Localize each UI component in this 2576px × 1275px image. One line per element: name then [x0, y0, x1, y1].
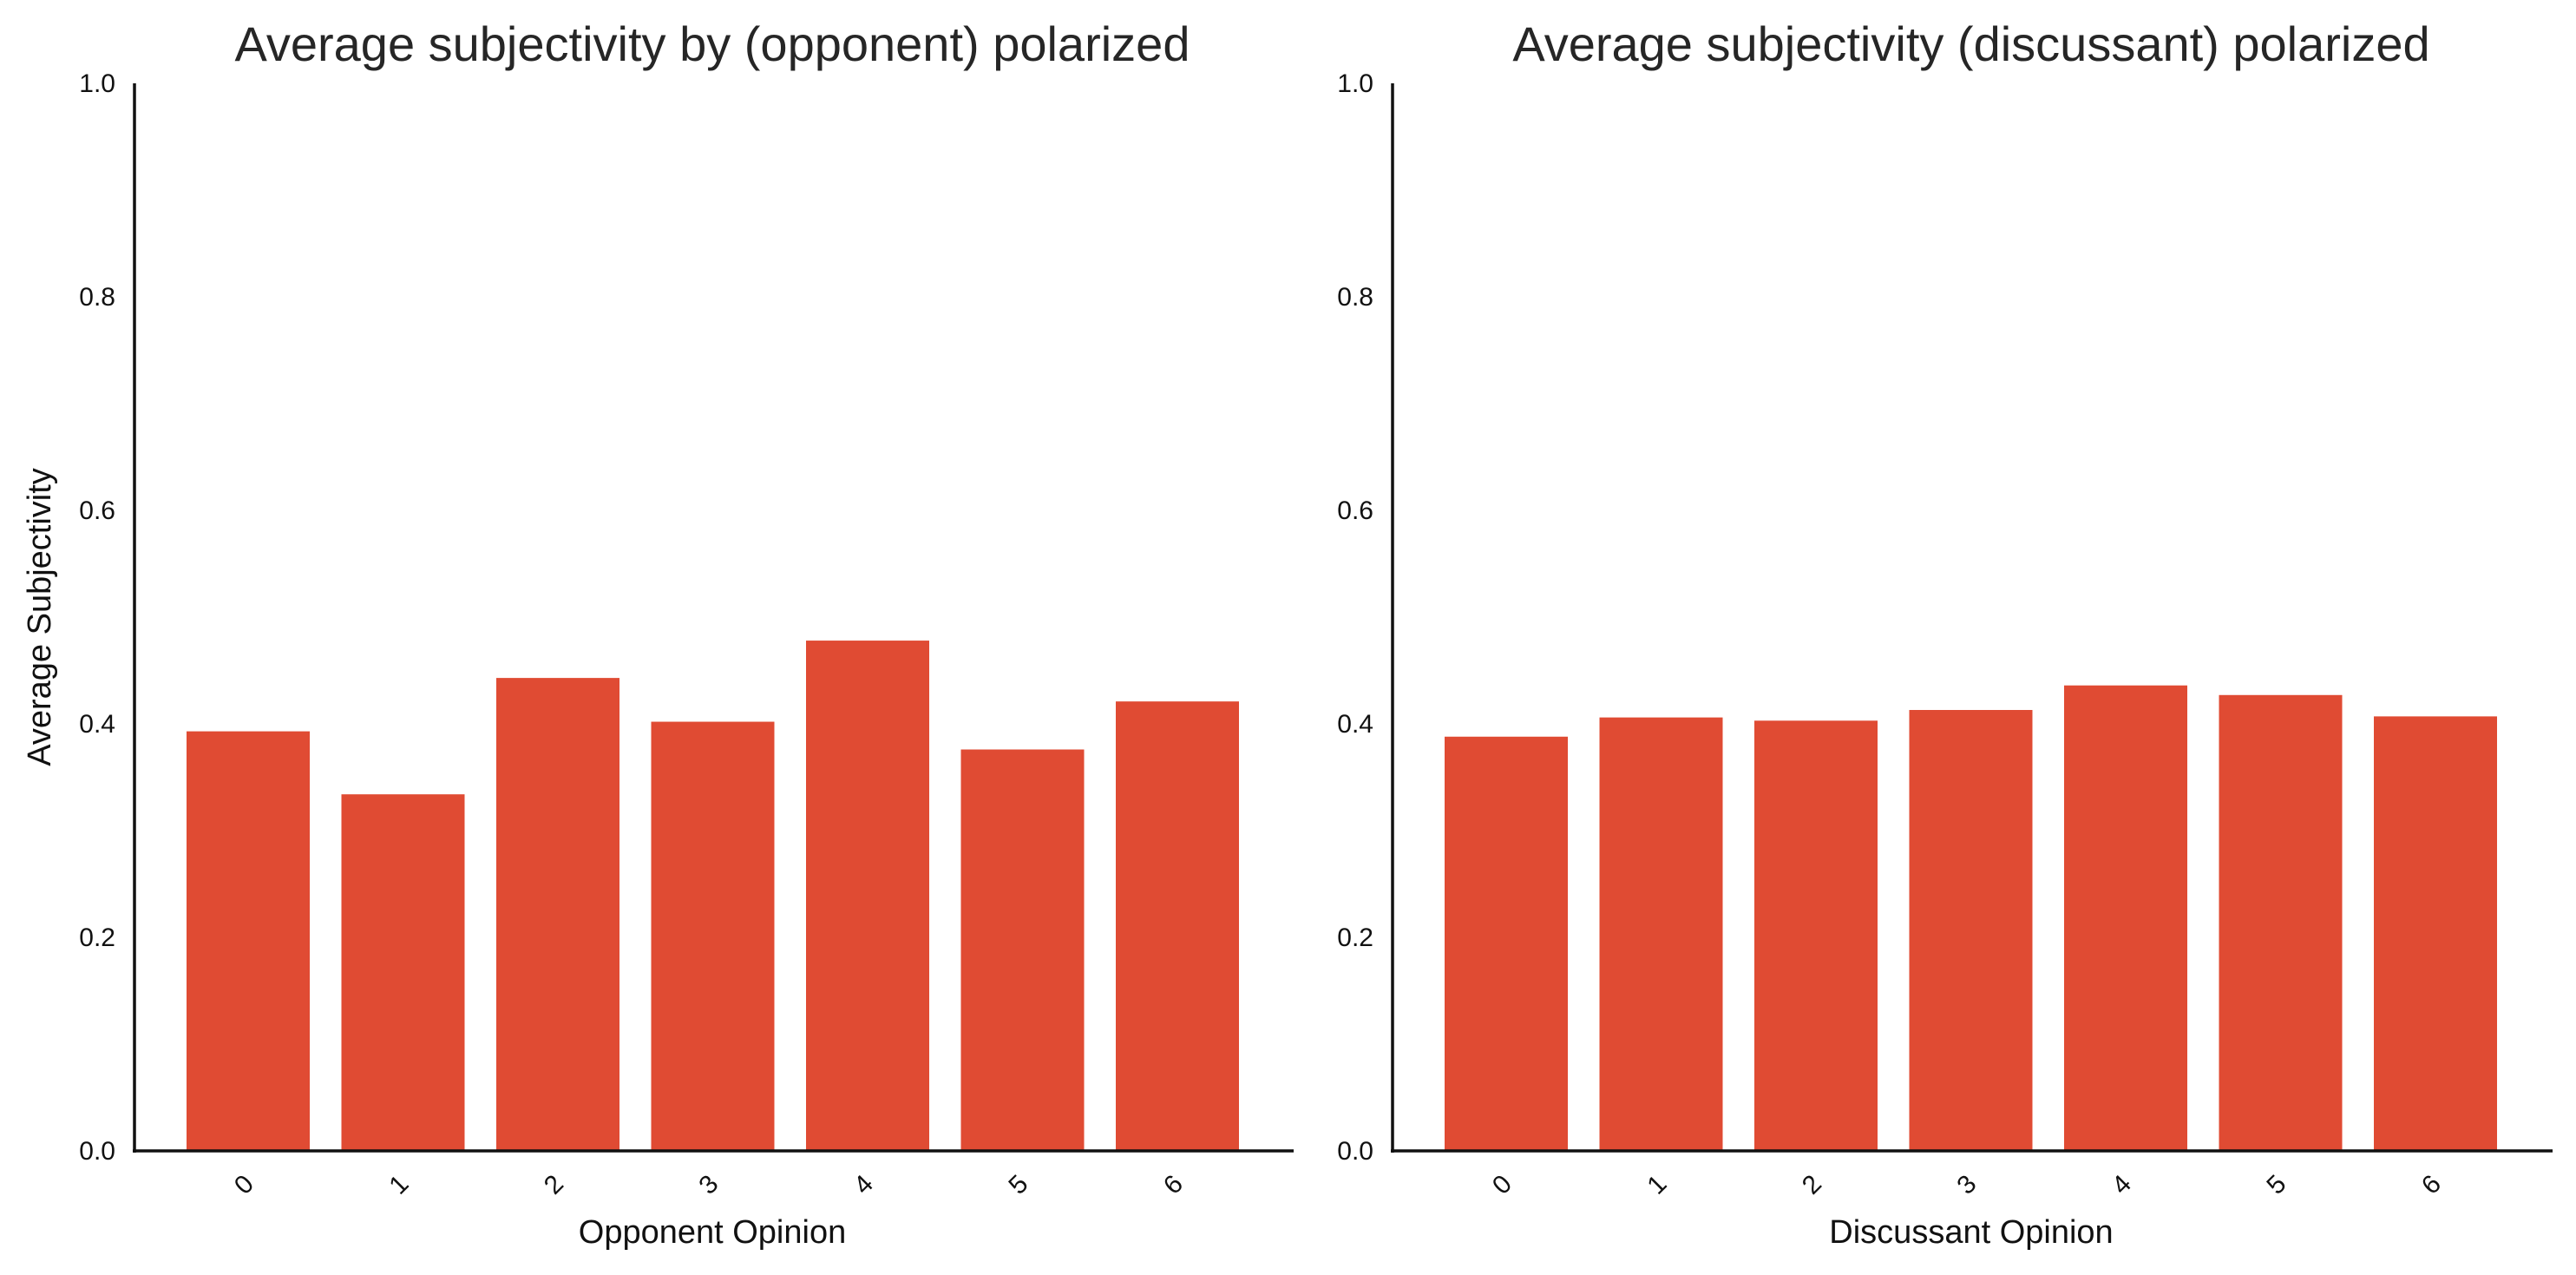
- chart-title: Average subjectivity by (opponent) polar…: [235, 16, 1190, 71]
- bar-5: [960, 749, 1085, 1151]
- chart-discussant: Average subjectivity (discussant) polari…: [1337, 16, 2553, 1251]
- bar-1: [341, 794, 465, 1151]
- y-tick-label: 0.4: [79, 710, 115, 739]
- y-tick-label: 0.8: [79, 283, 115, 312]
- bar-0: [187, 731, 310, 1151]
- bar-3: [1909, 710, 2033, 1151]
- x-axis-label: Opponent Opinion: [579, 1214, 846, 1251]
- y-tick-label: 0.6: [1337, 496, 1373, 525]
- bar-4: [806, 641, 929, 1151]
- y-tick-label: 0.6: [79, 496, 115, 525]
- bars: [1445, 685, 2497, 1151]
- bar-5: [2219, 694, 2343, 1151]
- bar-2: [496, 678, 619, 1151]
- y-tick-label: 0.0: [1337, 1137, 1373, 1166]
- y-tick-label: 0.0: [79, 1137, 115, 1166]
- bar-4: [2064, 685, 2187, 1151]
- y-ticks: 0.0 0.2 0.4 0.6 0.8 1.0: [79, 69, 115, 1166]
- y-axis-label: Average Subjectivity: [22, 468, 58, 766]
- chart-title: Average subjectivity (discussant) polari…: [1512, 16, 2429, 71]
- bar-0: [1445, 736, 1568, 1151]
- chart-opponent: Average subjectivity by (opponent) polar…: [22, 16, 1294, 1251]
- y-ticks: 0.0 0.2 0.4 0.6 0.8 1.0: [1337, 69, 1373, 1166]
- y-tick-label: 0.4: [1337, 710, 1373, 739]
- y-tick-label: 1.0: [1337, 69, 1373, 98]
- x-axis-label: Discussant Opinion: [1829, 1214, 2113, 1251]
- bars: [187, 641, 1239, 1151]
- bar-6: [1116, 701, 1239, 1151]
- y-tick-label: 0.2: [1337, 923, 1373, 952]
- y-tick-label: 0.8: [1337, 283, 1373, 312]
- bar-2: [1754, 720, 1878, 1151]
- y-tick-label: 1.0: [79, 69, 115, 98]
- bar-1: [1599, 717, 1723, 1151]
- bar-3: [651, 721, 775, 1151]
- y-tick-label: 0.2: [79, 923, 115, 952]
- bar-6: [2374, 716, 2497, 1151]
